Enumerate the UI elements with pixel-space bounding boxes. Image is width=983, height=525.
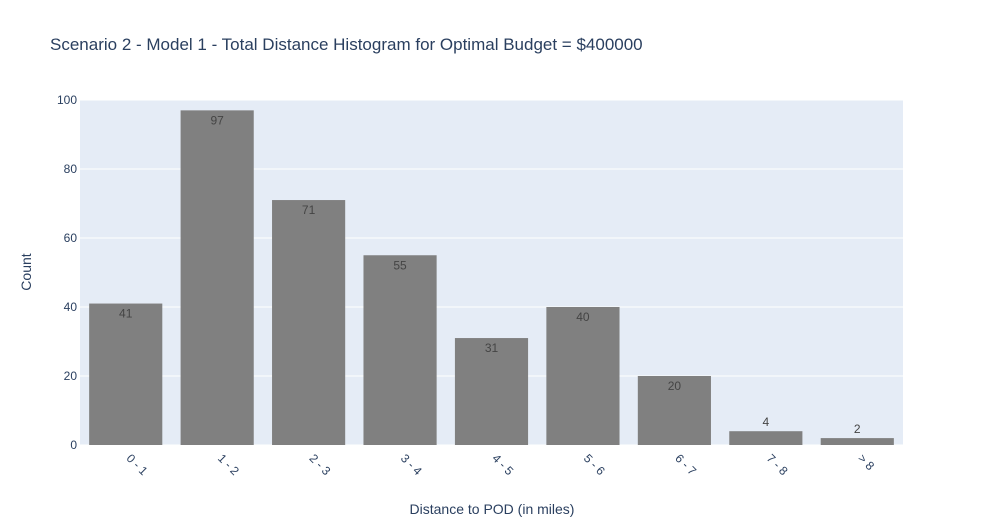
- x-tick-label: 3 - 4: [398, 451, 425, 478]
- y-tick-label: 80: [64, 162, 78, 176]
- bar-data-label: 97: [210, 113, 224, 127]
- x-tick-labels: 0 - 1 1 - 2 2 - 3 3 - 4 4 - 5 5 - 6 6 - 7 7 - 8…: [124, 451, 878, 478]
- x-axis-title: Distance to POD (in miles): [410, 501, 575, 517]
- y-tick-label: 20: [64, 369, 78, 383]
- bar-data-label: 55: [393, 258, 407, 272]
- bar: [89, 303, 163, 445]
- bar-data-label: 2: [854, 422, 861, 436]
- bar-data-label: 41: [119, 307, 133, 321]
- y-tick-label: 40: [64, 300, 78, 314]
- bar-data-label: 20: [668, 379, 682, 393]
- bar: [180, 110, 254, 445]
- y-tick-label: 0: [70, 438, 77, 452]
- bar: [546, 307, 620, 445]
- x-tick-label: > 8: [855, 451, 877, 473]
- x-tick-label: 4 - 5: [489, 451, 516, 478]
- bar: [454, 338, 529, 445]
- y-tick-label: 60: [64, 231, 78, 245]
- bar-data-label: 4: [762, 415, 769, 429]
- y-axis-title: Count: [18, 253, 34, 290]
- bar: [637, 376, 711, 445]
- x-tick-label: 7 - 8: [764, 451, 791, 478]
- bar: [820, 438, 894, 445]
- bar-data-label: 40: [576, 310, 590, 324]
- bar-data-label: 71: [302, 203, 316, 217]
- y-tick-labels: 0 20 40 60 80 100: [57, 93, 77, 452]
- bar: [363, 255, 437, 445]
- x-tick-label: 5 - 6: [581, 451, 608, 478]
- bar: [729, 431, 803, 445]
- x-tick-label: 6 - 7: [672, 451, 699, 478]
- y-tick-label: 100: [57, 93, 77, 107]
- chart-title: Scenario 2 - Model 1 - Total Distance Hi…: [50, 35, 643, 54]
- bar-data-label: 31: [485, 341, 499, 355]
- x-tick-label: 0 - 1: [124, 451, 151, 478]
- x-tick-label: 2 - 3: [306, 451, 333, 478]
- bars: 41 97 71 55 31 40 20 4 2: [89, 110, 894, 445]
- bar: [272, 200, 346, 445]
- x-tick-label: 1 - 2: [215, 451, 242, 478]
